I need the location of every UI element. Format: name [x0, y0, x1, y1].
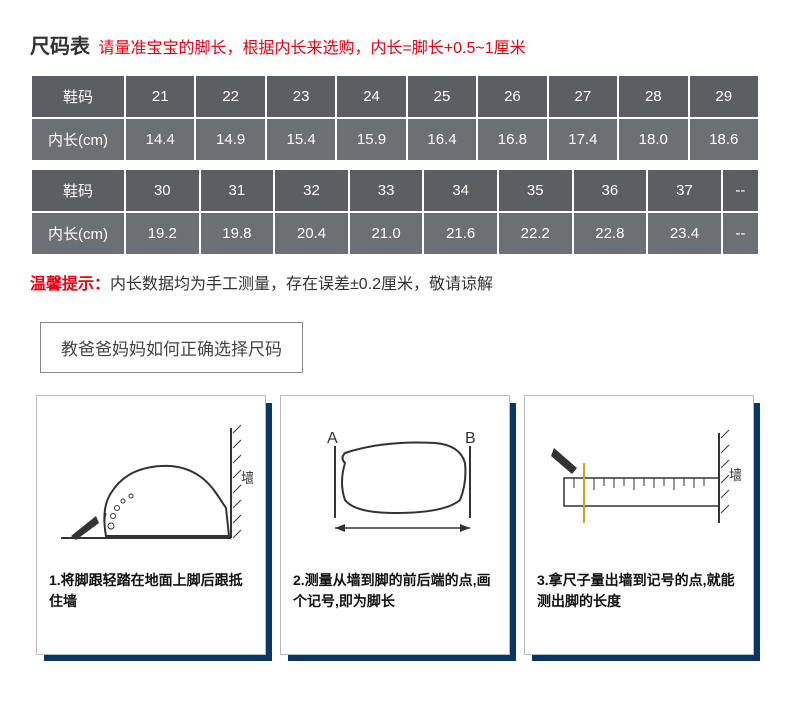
table-cell: 17.4 — [549, 119, 617, 160]
step-text: 1.将脚跟轻踏在地面上脚后跟抵住墙 — [49, 570, 253, 612]
table-cell: 21 — [126, 76, 194, 117]
step-text: 2.测量从墙到脚的前后端的点,画个记号,即为脚长 — [293, 570, 497, 612]
size-table-1: 鞋码 21 22 23 24 25 26 27 28 29 内长(cm) 14.… — [30, 74, 760, 162]
table-cell: 22.2 — [499, 213, 572, 254]
foot-wall-icon: 墙 — [49, 408, 253, 558]
title-note: 请量准宝宝的脚长，根据内长来选购，内长=脚长+0.5~1厘米 — [98, 40, 525, 57]
table-row-label: 鞋码 — [32, 76, 124, 117]
table-cell: 34 — [424, 170, 497, 211]
table-cell: 15.9 — [337, 119, 405, 160]
table-cell: 22 — [196, 76, 264, 117]
step-text: 3.拿尺子量出墙到记号的点,就能测出脚的长度 — [537, 570, 741, 612]
table-cell: 27 — [549, 76, 617, 117]
table-cell: 21.0 — [350, 213, 423, 254]
table-cell: 37 — [648, 170, 721, 211]
table-cell: 23 — [267, 76, 335, 117]
table-cell: -- — [723, 170, 758, 211]
instruction-heading: 教爸爸妈妈如何正确选择尺码 — [40, 322, 303, 373]
table-cell: 24 — [337, 76, 405, 117]
svg-text:B: B — [465, 430, 476, 447]
table-cell: 33 — [350, 170, 423, 211]
table-cell: 18.0 — [619, 119, 687, 160]
table-row-label: 内长(cm) — [32, 119, 124, 160]
table-cell: 28 — [619, 76, 687, 117]
table-cell: 16.8 — [478, 119, 546, 160]
size-chart-header: 尺码表 请量准宝宝的脚长，根据内长来选购，内长=脚长+0.5~1厘米 — [30, 30, 760, 59]
table-cell: 14.4 — [126, 119, 194, 160]
table-cell: 16.4 — [408, 119, 476, 160]
table-cell: 35 — [499, 170, 572, 211]
table-cell: 25 — [408, 76, 476, 117]
table-cell: 26 — [478, 76, 546, 117]
foot-measure-icon: A B — [293, 408, 497, 558]
title: 尺码表 — [30, 36, 90, 58]
table-cell: 36 — [574, 170, 647, 211]
svg-text:A: A — [327, 430, 338, 447]
steps-row: 墙 1.将脚跟轻踏在地面上脚后跟抵住墙 A B 2.测量从墙到脚的前后端的点, — [30, 395, 760, 655]
table-cell: 23.4 — [648, 213, 721, 254]
step-1: 墙 1.将脚跟轻踏在地面上脚后跟抵住墙 — [36, 395, 266, 655]
table-cell: 32 — [275, 170, 348, 211]
ruler-icon: 墙 — [537, 408, 741, 558]
table-cell: 31 — [201, 170, 274, 211]
table-row-label: 内长(cm) — [32, 213, 124, 254]
step-2: A B 2.测量从墙到脚的前后端的点,画个记号,即为脚长 — [280, 395, 510, 655]
table-cell: -- — [723, 213, 758, 254]
table-cell: 21.6 — [424, 213, 497, 254]
table-row-label: 鞋码 — [32, 170, 124, 211]
step-3: 墙 3.拿尺子量出墙到记号的点,就能测出脚的长度 — [524, 395, 754, 655]
size-table-2: 鞋码 30 31 32 33 34 35 36 37 -- 内长(cm) 19.… — [30, 168, 760, 256]
table-cell: 30 — [126, 170, 199, 211]
table-cell: 20.4 — [275, 213, 348, 254]
table-cell: 18.6 — [690, 119, 759, 160]
table-cell: 19.2 — [126, 213, 199, 254]
table-cell: 15.4 — [267, 119, 335, 160]
svg-text:墙: 墙 — [729, 467, 741, 483]
tip-text: 内长数据均为手工测量，存在误差±0.2厘米，敬请谅解 — [110, 276, 493, 293]
table-cell: 14.9 — [196, 119, 264, 160]
table-cell: 19.8 — [201, 213, 274, 254]
svg-text:墙: 墙 — [241, 470, 253, 486]
tip-label: 温馨提示： — [30, 276, 110, 293]
tip: 温馨提示：内长数据均为手工测量，存在误差±0.2厘米，敬请谅解 — [30, 270, 760, 294]
table-cell: 29 — [690, 76, 759, 117]
table-cell: 22.8 — [574, 213, 647, 254]
